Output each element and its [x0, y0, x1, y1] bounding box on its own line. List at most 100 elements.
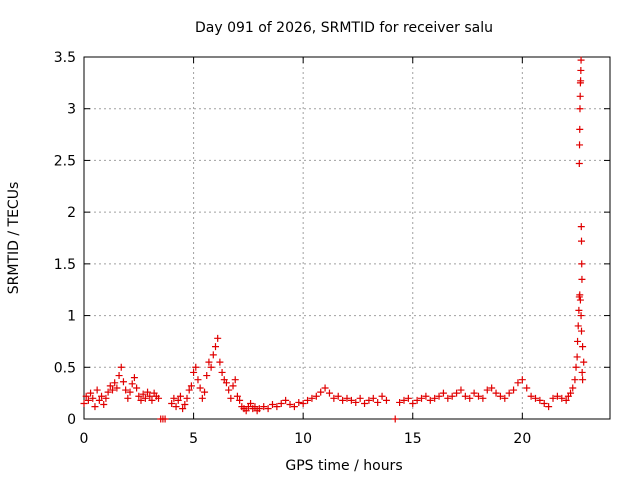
data-point: [231, 376, 239, 384]
data-point: [122, 386, 130, 394]
data-point: [304, 396, 312, 404]
y-tick-label: 0.5: [54, 360, 76, 376]
data-point: [183, 394, 191, 402]
data-point: [576, 296, 584, 304]
data-point: [317, 388, 325, 396]
data-point: [578, 327, 586, 335]
data-point: [573, 353, 581, 361]
y-axis-label: SRMTID / TECUs: [6, 182, 22, 295]
data-point: [126, 388, 134, 396]
data-point: [144, 388, 152, 396]
data-point: [222, 379, 230, 387]
data-point: [391, 415, 399, 423]
data-point: [576, 125, 584, 133]
data-point: [505, 389, 513, 397]
data-point: [426, 396, 434, 404]
data-point: [128, 380, 136, 388]
data-point: [577, 77, 585, 85]
data-point: [124, 394, 132, 402]
data-point: [453, 389, 461, 397]
data-point: [111, 379, 119, 387]
data-point: [466, 394, 474, 402]
data-point: [273, 403, 281, 411]
data-point: [236, 396, 244, 404]
x-tick-label: 5: [189, 431, 198, 447]
data-point: [545, 403, 553, 411]
data-point: [578, 260, 586, 268]
data-point: [479, 394, 487, 402]
x-tick-label: 0: [80, 431, 89, 447]
data-point: [549, 394, 557, 402]
data-point: [574, 322, 582, 330]
data-point: [225, 386, 233, 394]
chart-title: Day 091 of 2026, SRMTID for receiver sal…: [195, 20, 493, 36]
data-point: [576, 141, 584, 149]
data-point: [119, 378, 127, 386]
data-point: [168, 399, 176, 407]
data-point: [192, 363, 200, 371]
data-point: [575, 160, 583, 168]
data-point: [299, 399, 307, 407]
data-point: [578, 237, 586, 245]
data-point: [352, 398, 360, 406]
data-point: [461, 392, 469, 400]
data-point: [214, 334, 222, 342]
data-point: [264, 405, 272, 413]
y-tick-label: 1.5: [54, 257, 76, 273]
data-point: [137, 396, 145, 404]
data-point: [553, 392, 561, 400]
data-point: [325, 389, 333, 397]
data-point: [510, 386, 518, 394]
data-point: [100, 401, 108, 409]
data-point: [260, 403, 268, 411]
data-point: [558, 394, 566, 402]
data-point: [578, 368, 586, 376]
data-point: [577, 56, 585, 64]
data-point: [567, 389, 575, 397]
data-point: [268, 401, 276, 409]
y-tick-label: 3: [67, 102, 76, 118]
data-point: [431, 394, 439, 402]
data-point: [117, 363, 125, 371]
grid-layer: [84, 57, 610, 419]
data-point: [413, 396, 421, 404]
data-point: [135, 392, 143, 400]
data-point: [106, 382, 114, 390]
data-point: [518, 376, 526, 384]
data-point: [146, 392, 154, 400]
data-point: [321, 384, 329, 392]
data-point: [501, 394, 509, 402]
data-point: [174, 396, 182, 404]
data-point: [576, 105, 584, 113]
data-point: [536, 396, 544, 404]
data-point: [577, 66, 585, 74]
data-point: [343, 394, 351, 402]
data-point: [404, 394, 412, 402]
data-point: [312, 392, 320, 400]
data-point: [571, 376, 579, 384]
data-point: [115, 372, 123, 380]
data-point: [84, 396, 92, 404]
data-point: [98, 392, 106, 400]
data-point: [483, 386, 491, 394]
y-tick-label: 2: [67, 205, 76, 221]
plot-frame: [83, 56, 611, 420]
data-point: [201, 388, 209, 396]
data-point: [580, 358, 588, 366]
data-point: [369, 394, 377, 402]
data-point: [396, 398, 404, 406]
data-point: [207, 363, 215, 371]
data-point: [91, 403, 99, 411]
data-point: [255, 405, 263, 413]
data-point: [218, 368, 226, 376]
data-point: [172, 403, 180, 411]
data-point: [141, 394, 149, 402]
data-point: [514, 379, 522, 387]
data-point: [95, 396, 103, 404]
data-point: [233, 392, 241, 400]
data-point: [475, 392, 482, 400]
data-point: [374, 398, 382, 406]
data-point: [578, 275, 586, 283]
data-point: [82, 392, 90, 400]
